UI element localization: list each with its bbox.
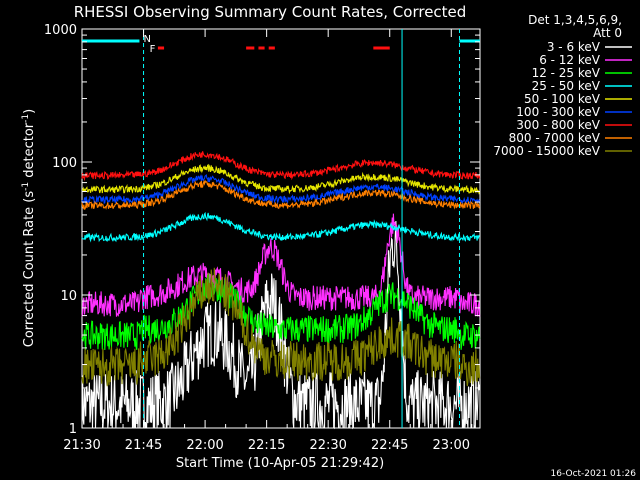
series-line-6 [81,151,481,182]
series-line-4 [81,163,481,195]
y-tick-label-2: 100 [52,156,77,171]
legend-label-1: 6 - 12 keV [539,53,601,67]
x-tick-label-1: 21:45 [125,438,162,453]
y-axis-label-part3: ) [22,109,37,114]
legend-label-2: 12 - 25 keV [532,66,601,80]
series-line-8 [81,267,481,387]
series-line-3 [81,211,480,243]
series-line-2 [81,273,481,351]
legend-header-line2: Att 0 [593,26,622,40]
axis-ticks: 21:30 21:45 22:00 22:15 22:30 22:45 23:00 1 10 10… [44,23,480,453]
legend-label-5: 100 - 300 keV [516,105,600,119]
legend-label-3: 25 - 50 keV [532,79,601,93]
y-tick-label-0: 1 [69,422,77,437]
legend-label-6: 300 - 800 keV [516,118,600,132]
series-layer [81,151,481,430]
flag-label-1: F [150,44,156,55]
legend-header-line1: Det 1,3,4,5,6,9, [528,13,622,27]
y-tick-label-3: 1000 [44,23,77,38]
timestamp: 16-Oct-2021 01:26 [551,469,637,479]
series-line-1 [81,213,481,317]
y-tick-label-1: 10 [60,289,77,304]
x-tick-label-6: 23:00 [433,438,470,453]
chart-title: RHESSI Observing Summary Count Rates, Co… [74,3,467,21]
legend-label-0: 3 - 6 keV [547,40,601,54]
x-axis-label: Start Time (10-Apr-05 21:29:42) [176,456,384,471]
overlay-layer: NF [82,29,480,428]
y-axis-label-part2: detector [22,122,37,182]
plot-frame [81,28,481,429]
x-tick-label-3: 22:15 [248,438,285,453]
flag-label-0: N [144,34,151,45]
x-tick-label-5: 22:45 [371,438,408,453]
y-axis-label-part1: Corrected Count Rate (s [22,191,37,348]
legend-label-7: 800 - 7000 keV [509,131,601,145]
x-tick-label-2: 22:00 [186,438,223,453]
y-axis-label: Corrected Count Rate (s-1 detector-1) [21,109,37,347]
x-tick-label-4: 22:30 [309,438,346,453]
x-tick-label-0: 21:30 [63,438,100,453]
series-line-7 [81,179,481,210]
y-axis-label-sup2: -1 [21,114,31,123]
legend-label-4: 50 - 100 keV [524,92,601,106]
plot-border [81,28,481,429]
y-axis-label-sup1: -1 [21,182,31,191]
legend-label-8: 7000 - 15000 keV [493,144,600,158]
